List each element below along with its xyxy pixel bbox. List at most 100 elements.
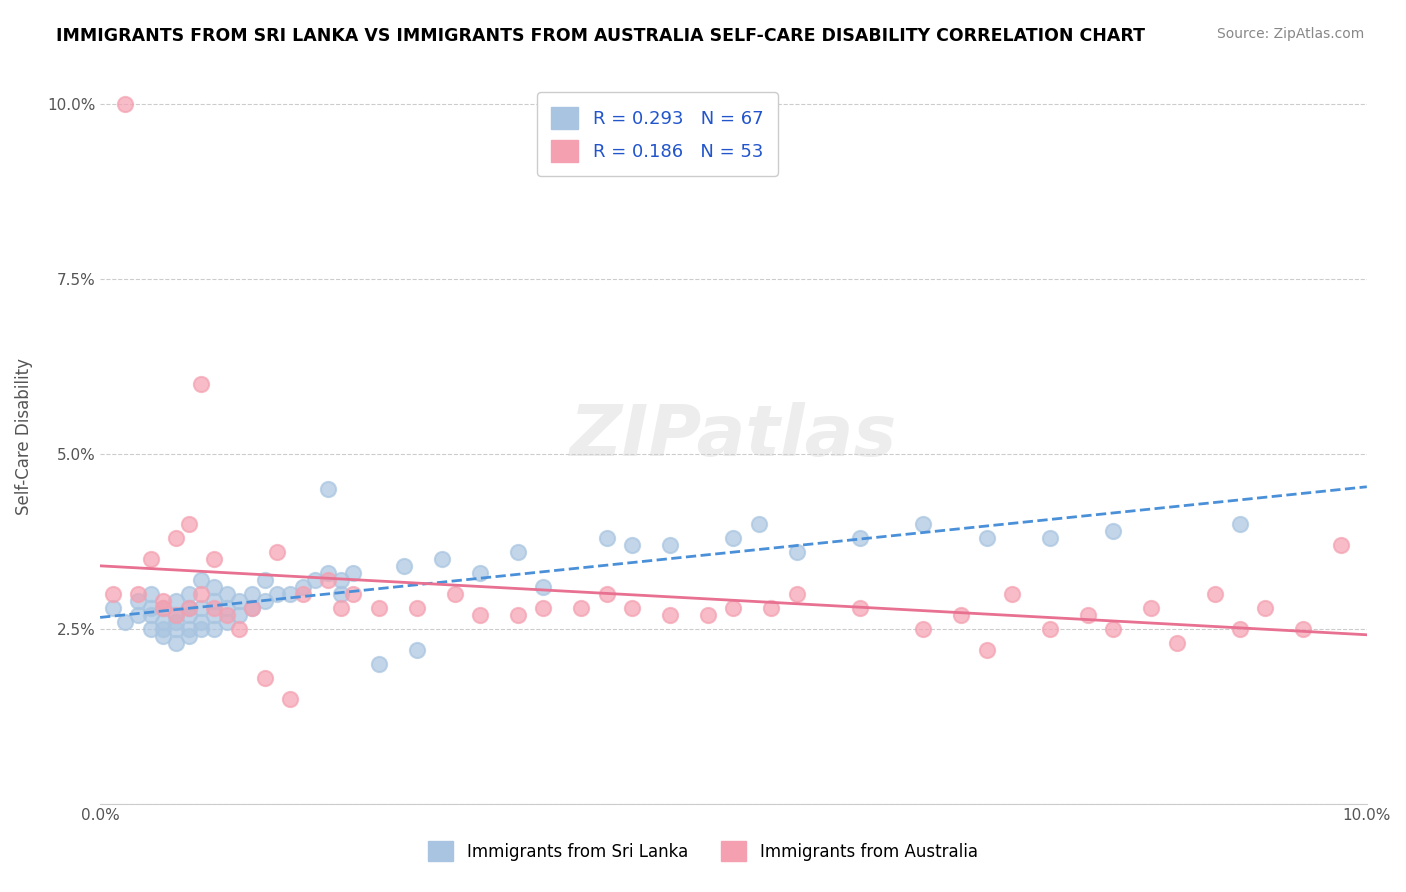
Point (114, 96, 136, 111)
Point (177, 600, 200, 615)
Point (190, 376, 212, 391)
Point (253, 573, 276, 587)
Point (253, 671, 276, 685)
Point (152, 600, 174, 615)
Point (786, 544, 808, 558)
Point (912, 516, 935, 531)
Point (190, 573, 212, 587)
Point (723, 531, 745, 545)
Point (596, 531, 619, 545)
Point (659, 538, 682, 552)
Point (177, 600, 200, 615)
Point (278, 586, 301, 600)
Point (1140, 600, 1163, 615)
Point (342, 566, 364, 580)
Point (101, 600, 124, 615)
Point (202, 593, 225, 607)
Point (533, 580, 555, 594)
Point (190, 600, 212, 615)
Point (202, 580, 225, 594)
Point (139, 551, 162, 566)
Point (621, 600, 644, 615)
Point (215, 607, 238, 622)
Point (950, 607, 973, 622)
Point (101, 586, 124, 600)
Point (912, 622, 935, 636)
Point (329, 600, 352, 615)
Point (430, 551, 453, 566)
Point (1229, 516, 1251, 531)
Point (152, 600, 174, 615)
Point (659, 607, 682, 622)
Point (177, 629, 200, 643)
Point (1229, 622, 1251, 636)
Point (177, 586, 200, 600)
Point (165, 593, 187, 607)
Point (621, 538, 644, 552)
Point (533, 600, 555, 615)
Point (202, 551, 225, 566)
Point (165, 622, 187, 636)
Point (278, 691, 301, 706)
Point (1039, 622, 1062, 636)
Point (190, 586, 212, 600)
Point (165, 635, 187, 649)
Point (177, 607, 200, 622)
Point (215, 615, 238, 629)
Point (165, 607, 187, 622)
Point (1077, 607, 1099, 622)
Point (329, 573, 352, 587)
Point (316, 566, 339, 580)
Point (786, 586, 808, 600)
Point (152, 615, 174, 629)
Legend: R = 0.293   N = 67, R = 0.186   N = 53: R = 0.293 N = 67, R = 0.186 N = 53 (537, 92, 778, 176)
Point (1204, 586, 1226, 600)
Point (177, 516, 200, 531)
Point (228, 622, 250, 636)
Point (202, 607, 225, 622)
Point (165, 607, 187, 622)
Point (139, 622, 162, 636)
Point (165, 615, 187, 629)
Text: IMMIGRANTS FROM SRI LANKA VS IMMIGRANTS FROM AUSTRALIA SELF-CARE DISABILITY CORR: IMMIGRANTS FROM SRI LANKA VS IMMIGRANTS … (56, 27, 1146, 45)
Point (1292, 622, 1315, 636)
Point (596, 586, 619, 600)
Point (329, 586, 352, 600)
Point (152, 629, 174, 643)
Point (342, 586, 364, 600)
Text: Source: ZipAtlas.com: Source: ZipAtlas.com (1216, 27, 1364, 41)
Point (976, 531, 998, 545)
Point (849, 600, 872, 615)
Point (1166, 635, 1188, 649)
Point (1102, 524, 1125, 538)
Point (1102, 622, 1125, 636)
Point (215, 586, 238, 600)
Point (316, 573, 339, 587)
Point (1039, 531, 1062, 545)
Point (253, 593, 276, 607)
Point (177, 622, 200, 636)
Point (240, 600, 263, 615)
Point (468, 566, 491, 580)
Point (127, 593, 149, 607)
Point (266, 544, 288, 558)
Point (190, 622, 212, 636)
Point (367, 600, 389, 615)
Point (127, 607, 149, 622)
Point (508, 607, 530, 622)
Point (976, 642, 998, 657)
Point (723, 600, 745, 615)
Point (697, 607, 720, 622)
Point (240, 600, 263, 615)
Legend: Immigrants from Sri Lanka, Immigrants from Australia: Immigrants from Sri Lanka, Immigrants fr… (415, 828, 991, 875)
Point (127, 586, 149, 600)
Point (761, 600, 783, 615)
Point (367, 657, 389, 671)
Point (152, 622, 174, 636)
Point (316, 482, 339, 496)
Point (291, 586, 314, 600)
Y-axis label: Self-Care Disability: Self-Care Disability (15, 358, 32, 515)
Point (202, 622, 225, 636)
Point (202, 600, 225, 615)
Point (571, 600, 593, 615)
